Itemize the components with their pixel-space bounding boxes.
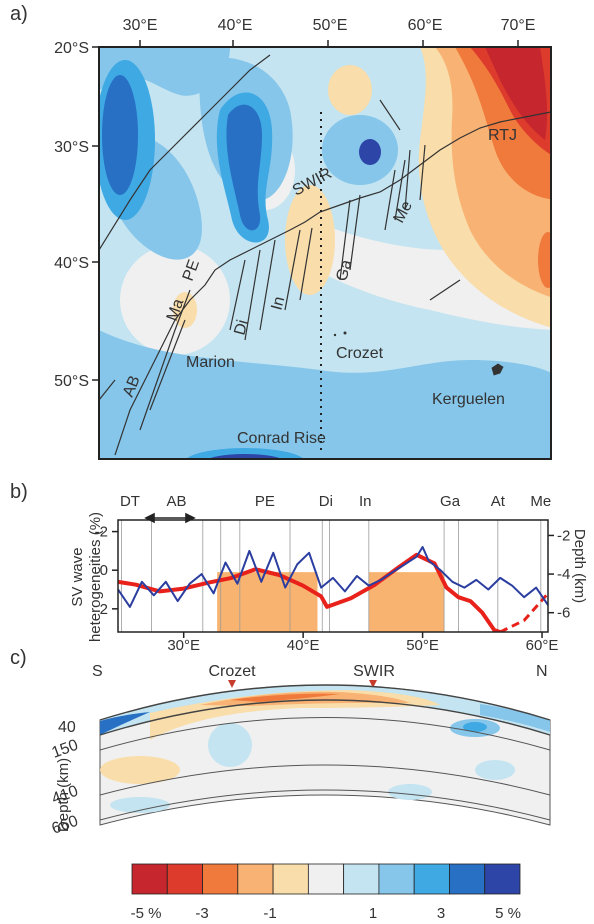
segment-label-ab: AB xyxy=(167,493,187,510)
label-kerguelen: Kerguelen xyxy=(432,391,505,408)
cbar-label-5: 5 % xyxy=(495,905,521,922)
label-ga: Ga xyxy=(333,258,355,283)
label-di: Di xyxy=(231,318,251,337)
colorbar xyxy=(131,863,521,895)
label-marion: Marion xyxy=(186,354,235,371)
label-conrad-rise: Conrad Rise xyxy=(237,430,326,447)
cbar-label-minus5: -5 % xyxy=(131,905,162,922)
segment-labels: DT AB PE Di In Ga At Me xyxy=(120,493,551,510)
velocity-line xyxy=(118,552,501,632)
panel-b-frame xyxy=(117,519,549,633)
colorbar-swatch-5 xyxy=(307,863,345,895)
panel-c-label: c) xyxy=(10,647,27,669)
crozet-marker-icon xyxy=(228,680,236,688)
x-tick-50e: 50°E xyxy=(406,637,439,654)
swir-marker-icon xyxy=(369,680,377,688)
panel-b-left-ylabel-1: SV wave xyxy=(69,547,86,606)
lat-label-30s: 30°S xyxy=(54,139,89,156)
x-tick-30e: 30°E xyxy=(167,637,200,654)
left-tick-2: 2 xyxy=(100,601,108,618)
label-ab: AB xyxy=(120,373,144,399)
cbar-label-minus1: -1 xyxy=(263,905,276,922)
segment-label-di: Di xyxy=(319,493,333,510)
velocity-line-dashed xyxy=(499,592,548,632)
lon-labels: 30°E 40°E 50°E 60°E 70°E xyxy=(123,17,536,34)
label-in: In xyxy=(268,295,288,312)
segment-label-me: Me xyxy=(530,493,551,510)
lon-label-70e: 70°E xyxy=(501,17,536,34)
label-ma: Ma xyxy=(164,297,188,324)
panel-b-axes xyxy=(112,519,554,638)
right-tick-minus6: -6 xyxy=(557,605,570,622)
cbar-label-minus3: -3 xyxy=(195,905,208,922)
lat-label-20s: 20°S xyxy=(54,40,89,57)
label-pe: PE xyxy=(180,257,203,283)
segment-divider-lines xyxy=(121,520,542,632)
map-feature-labels: RTJ SWIR Me Ga PE Ma Di In AB Marion Cro… xyxy=(120,127,517,447)
depth-150: 150 xyxy=(50,737,81,762)
colorbar-swatch-3 xyxy=(237,863,274,895)
velocity-depth-series xyxy=(118,552,548,632)
colorbar-swatch-0 xyxy=(131,863,168,895)
swir-label: SWIR xyxy=(353,663,395,680)
crozet-label: Crozet xyxy=(208,663,256,680)
label-rtj: RTJ xyxy=(488,127,517,144)
north-label: N xyxy=(536,663,548,680)
panel-c-ylabel: Depth (km) xyxy=(55,758,72,832)
colorbar-swatch-4 xyxy=(272,863,309,895)
segment-label-in: In xyxy=(359,493,372,510)
south-label: S xyxy=(92,663,103,680)
left-tick-0: 0 xyxy=(100,562,108,579)
colorbar-swatch-9 xyxy=(449,863,486,895)
panel-b-left-ylabel-2: heterogeneities (%) xyxy=(87,512,104,642)
colorbar-swatch-1 xyxy=(166,863,203,895)
label-crozet: Crozet xyxy=(336,345,384,362)
panel-b-x-ticks: 30°E 40°E 50°E 60°E xyxy=(167,637,558,654)
lat-label-50s: 50°S xyxy=(54,373,89,390)
lon-label-50e: 50°E xyxy=(313,17,348,34)
colorbar-labels: -5 % -3 -1 1 3 5 % xyxy=(131,905,521,922)
kerguelen-island-icon xyxy=(491,363,504,376)
cbar-label-3: 3 xyxy=(437,905,445,922)
segment-label-pe: PE xyxy=(255,493,275,510)
shaded-range-0 xyxy=(217,572,318,632)
panel-b-right-ticks: -2 -4 -6 xyxy=(557,527,570,621)
colorbar-swatch-7 xyxy=(378,863,415,895)
colorbar-swatch-10 xyxy=(484,863,521,895)
panel-b-left-ticks: -2 0 2 xyxy=(95,524,108,618)
colorbar-swatch-2 xyxy=(202,863,239,895)
lon-label-60e: 60°E xyxy=(408,17,443,34)
sv-line xyxy=(118,546,548,608)
ab-arrow xyxy=(144,512,196,524)
x-tick-40e: 40°E xyxy=(287,637,320,654)
segment-label-at: At xyxy=(491,493,506,510)
sv-heterogeneity-series xyxy=(118,546,548,608)
right-tick-minus4: -4 xyxy=(557,566,570,583)
panel-b-right-ylabel: Depth (km) xyxy=(571,529,588,603)
segment-label-ga: Ga xyxy=(440,493,461,510)
cross-section xyxy=(99,684,551,826)
right-tick-minus2: -2 xyxy=(557,527,570,544)
lat-label-40s: 40°S xyxy=(54,255,89,272)
panel-b-label: b) xyxy=(10,481,28,503)
x-tick-60e: 60°E xyxy=(526,637,559,654)
colorbar-swatch-8 xyxy=(413,863,450,895)
lat-labels: 20°S 30°S 40°S 50°S xyxy=(54,40,89,390)
cbar-label-1: 1 xyxy=(369,905,377,922)
lon-label-40e: 40°E xyxy=(218,17,253,34)
depth-40: 40 xyxy=(58,719,76,736)
colorbar-swatch-6 xyxy=(343,863,380,895)
panel-a-label: a) xyxy=(10,3,28,25)
tomography-map xyxy=(99,47,551,459)
segment-label-dt: DT xyxy=(120,493,140,510)
map-frame xyxy=(98,46,552,460)
left-tick-minus2: -2 xyxy=(95,524,108,541)
lon-label-30e: 30°E xyxy=(123,17,158,34)
map-ticks xyxy=(92,40,519,381)
